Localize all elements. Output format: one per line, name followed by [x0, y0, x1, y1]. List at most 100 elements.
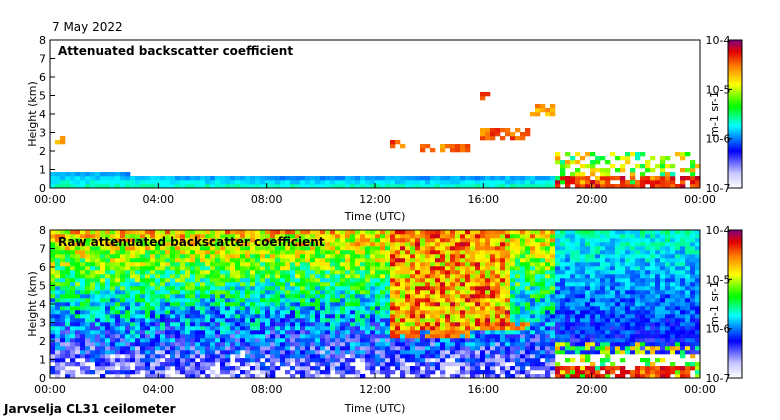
heatmap-cell — [385, 306, 391, 311]
heatmap-cell — [590, 362, 596, 367]
heatmap-cell — [505, 128, 511, 133]
heatmap-cell — [370, 342, 376, 347]
heatmap-cell — [415, 238, 421, 243]
heatmap-cell — [500, 334, 506, 339]
heatmap-cell — [255, 298, 261, 303]
heatmap-cell — [625, 156, 631, 161]
heatmap-cell — [615, 254, 621, 259]
heatmap-cell — [505, 358, 511, 363]
heatmap-cell — [635, 152, 641, 157]
heatmap-cell — [540, 366, 546, 371]
heatmap-cell — [625, 290, 631, 295]
heatmap-cell — [625, 254, 631, 259]
heatmap-cell — [505, 246, 511, 251]
heatmap-cell — [420, 184, 426, 189]
heatmap-cell — [230, 338, 236, 343]
heatmap-cell — [575, 330, 581, 335]
heatmap-cell — [335, 242, 341, 247]
heatmap-cell — [365, 330, 371, 335]
heatmap-cell — [445, 334, 451, 339]
heatmap-cell — [425, 262, 431, 267]
heatmap-cell — [515, 362, 521, 367]
heatmap-cell — [625, 314, 631, 319]
heatmap-cell — [230, 370, 236, 375]
heatmap-cell — [645, 306, 651, 311]
heatmap-cell — [330, 310, 336, 315]
heatmap-cell — [225, 318, 231, 323]
heatmap-cell — [330, 334, 336, 339]
heatmap-cell — [225, 294, 231, 299]
heatmap-cell — [335, 302, 341, 307]
heatmap-cell — [130, 310, 136, 315]
heatmap-cell — [500, 314, 506, 319]
heatmap-cell — [645, 258, 651, 263]
heatmap-cell — [305, 318, 311, 323]
heatmap-cell — [435, 180, 441, 185]
heatmap-cell — [275, 306, 281, 311]
heatmap-cell — [115, 184, 121, 189]
heatmap-cell — [315, 286, 321, 291]
heatmap-cell — [400, 230, 406, 235]
heatmap-cell — [505, 350, 511, 355]
heatmap-cell — [85, 334, 91, 339]
heatmap-cell — [185, 286, 191, 291]
heatmap-cell — [105, 314, 111, 319]
heatmap-cell — [190, 330, 196, 335]
heatmap-cell — [655, 266, 661, 271]
heatmap-cell — [360, 238, 366, 243]
heatmap-cell — [145, 334, 151, 339]
heatmap-cell — [375, 310, 381, 315]
heatmap-cell — [50, 282, 56, 287]
heatmap-cell — [265, 254, 271, 259]
heatmap-cell — [255, 362, 261, 367]
heatmap-cell — [450, 148, 456, 153]
heatmap-cell — [255, 246, 261, 251]
heatmap-cell — [620, 180, 626, 185]
heatmap-cell — [65, 234, 71, 239]
heatmap-cell — [510, 322, 516, 327]
heatmap-cell — [415, 270, 421, 275]
heatmap-cell — [630, 346, 636, 351]
heatmap-cell — [255, 322, 261, 327]
heatmap-cell — [605, 168, 611, 173]
heatmap-cell — [665, 266, 671, 271]
heatmap-cell — [640, 370, 646, 375]
heatmap-cell — [360, 180, 366, 185]
heatmap-cell — [345, 258, 351, 263]
heatmap-cell — [125, 370, 131, 375]
heatmap-cell — [650, 298, 656, 303]
heatmap-cell — [100, 358, 106, 363]
heatmap-cell — [535, 286, 541, 291]
heatmap-cell — [565, 266, 571, 271]
heatmap-cell — [140, 290, 146, 295]
heatmap-cell — [240, 330, 246, 335]
heatmap-cell — [365, 302, 371, 307]
heatmap-cell — [385, 274, 391, 279]
heatmap-cell — [310, 306, 316, 311]
heatmap-cell — [555, 294, 561, 299]
heatmap-cell — [55, 234, 61, 239]
heatmap-cell — [495, 302, 501, 307]
heatmap-cell — [75, 270, 81, 275]
heatmap-cell — [115, 362, 121, 367]
heatmap-cell — [625, 152, 631, 157]
heatmap-cell — [395, 140, 401, 145]
heatmap-cell — [510, 310, 516, 315]
heatmap-cell — [200, 286, 206, 291]
heatmap-cell — [215, 306, 221, 311]
heatmap-cell — [455, 354, 461, 359]
heatmap-cell — [650, 274, 656, 279]
heatmap-cell — [415, 250, 421, 255]
heatmap-cell — [650, 334, 656, 339]
heatmap-cell — [655, 278, 661, 283]
heatmap-cell — [580, 326, 586, 331]
heatmap-cell — [275, 180, 281, 185]
heatmap-cell — [65, 246, 71, 251]
heatmap-cell — [220, 250, 226, 255]
heatmap-cell — [285, 266, 291, 271]
heatmap-cell — [100, 242, 106, 247]
heatmap-cell — [515, 298, 521, 303]
heatmap-cell — [410, 242, 416, 247]
heatmap-cell — [440, 144, 446, 149]
heatmap-cell — [420, 242, 426, 247]
